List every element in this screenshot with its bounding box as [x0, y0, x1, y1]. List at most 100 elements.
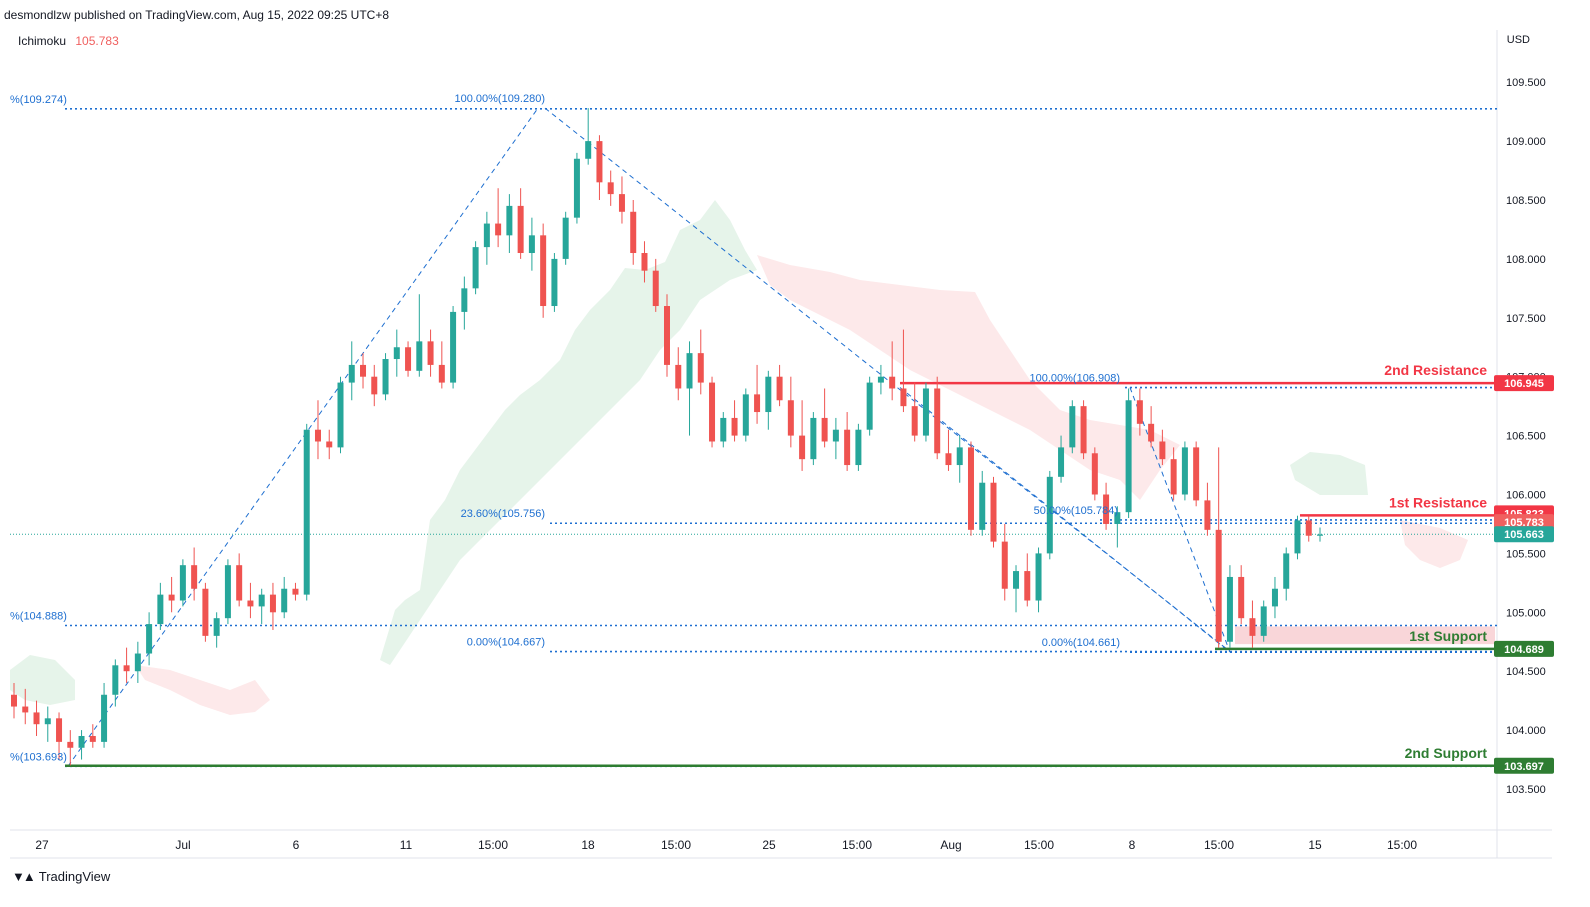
candle-body[interactable] [314, 429, 321, 442]
candle-body[interactable] [112, 665, 119, 695]
candle-body[interactable] [89, 735, 96, 742]
candle-body[interactable] [1013, 571, 1020, 589]
candle-body[interactable] [877, 376, 884, 383]
candle-body[interactable] [551, 258, 558, 307]
candle-body[interactable] [821, 417, 828, 442]
candle-body[interactable] [461, 288, 468, 312]
candle-body[interactable] [1024, 571, 1031, 601]
candle-body[interactable] [393, 347, 400, 360]
candle-body[interactable] [472, 247, 479, 289]
candle-body[interactable] [179, 565, 186, 601]
candle-body[interactable] [810, 417, 817, 460]
candle-body[interactable] [1260, 606, 1267, 636]
candle-body[interactable] [754, 394, 761, 413]
candle-body[interactable] [483, 223, 490, 248]
candle-body[interactable] [641, 253, 648, 271]
candle-body[interactable] [1204, 500, 1211, 530]
candle-body[interactable] [382, 359, 389, 395]
candle-body[interactable] [416, 341, 423, 371]
candle-body[interactable] [495, 223, 502, 236]
candle-body[interactable] [1283, 553, 1290, 589]
candle-body[interactable] [945, 453, 952, 466]
candle-body[interactable] [371, 376, 378, 395]
candle-body[interactable] [607, 182, 614, 195]
candle-body[interactable] [765, 376, 772, 413]
candle-body[interactable] [652, 270, 659, 307]
candle-body[interactable] [979, 482, 986, 530]
candle-body[interactable] [1317, 534, 1323, 536]
candle-body[interactable] [1046, 476, 1053, 554]
candle-body[interactable] [1058, 447, 1065, 477]
candle-body[interactable] [1238, 576, 1245, 619]
candle-body[interactable] [67, 741, 74, 748]
candle-body[interactable] [664, 306, 670, 365]
candle-body[interactable] [686, 353, 693, 389]
candle-body[interactable] [596, 141, 603, 183]
candle-body[interactable] [832, 429, 839, 442]
candle-body[interactable] [1035, 553, 1042, 601]
candle-body[interactable] [1193, 447, 1200, 501]
candle-body[interactable] [585, 141, 592, 159]
candle-body[interactable] [281, 588, 288, 613]
candle-body[interactable] [911, 406, 918, 436]
candle-body[interactable] [258, 594, 265, 607]
candle-body[interactable] [855, 429, 862, 466]
candle-body[interactable] [438, 364, 445, 383]
candle-body[interactable] [528, 235, 535, 254]
candle-body[interactable] [78, 735, 85, 748]
candle-body[interactable] [213, 618, 220, 636]
candle-body[interactable] [630, 211, 637, 254]
candle-body[interactable] [22, 706, 29, 713]
candle-body[interactable] [799, 435, 806, 460]
candle-body[interactable] [101, 694, 108, 742]
candle-body[interactable] [157, 594, 164, 625]
indicator-legend[interactable]: Ichimoku 105.783 [18, 34, 119, 48]
candle-body[interactable] [1215, 529, 1222, 642]
candle-body[interactable] [1091, 453, 1098, 495]
candle-body[interactable] [450, 311, 457, 383]
candle-body[interactable] [934, 388, 941, 454]
candle-body[interactable] [11, 694, 17, 707]
candle-body[interactable] [866, 382, 873, 430]
candle-body[interactable] [709, 382, 716, 442]
candle-body[interactable] [1114, 512, 1121, 524]
candle-body[interactable] [33, 712, 40, 725]
candle-body[interactable] [742, 394, 749, 436]
candle-body[interactable] [247, 600, 254, 607]
candle-body[interactable] [1226, 576, 1233, 642]
candle-body[interactable] [720, 417, 727, 442]
candle-body[interactable] [1080, 406, 1087, 454]
candle-body[interactable] [146, 624, 153, 654]
candle-body[interactable] [1249, 618, 1256, 636]
candle-body[interactable] [360, 364, 367, 377]
candle-body[interactable] [1069, 406, 1076, 448]
candle-body[interactable] [191, 565, 198, 589]
candle-body[interactable] [562, 217, 569, 259]
candle-body[interactable] [44, 718, 51, 725]
candle-body[interactable] [236, 565, 243, 601]
candle-body[interactable] [1148, 423, 1155, 442]
candle-body[interactable] [990, 482, 997, 542]
candle-body[interactable] [1305, 520, 1312, 536]
candle-body[interactable] [506, 205, 513, 236]
tradingview-brand[interactable]: ▼▲ TradingView [12, 869, 110, 884]
candle-body[interactable] [337, 382, 344, 448]
candle-body[interactable] [405, 347, 412, 371]
candle-body[interactable] [224, 565, 231, 619]
candle-body[interactable] [697, 353, 704, 383]
candle-body[interactable] [967, 447, 974, 530]
candle-body[interactable] [900, 388, 907, 407]
candle-body[interactable] [776, 376, 783, 401]
candle-body[interactable] [1125, 400, 1132, 513]
candle-body[interactable] [134, 653, 141, 672]
candle-body[interactable] [573, 158, 580, 218]
candle-body[interactable] [303, 429, 310, 595]
candle-body[interactable] [1001, 541, 1008, 589]
candle-body[interactable] [956, 447, 963, 466]
candle-body[interactable] [292, 588, 299, 595]
candle-body[interactable] [1181, 447, 1188, 495]
candle-body[interactable] [348, 364, 355, 383]
candle-body[interactable] [540, 235, 547, 307]
candle-body[interactable] [269, 594, 276, 613]
